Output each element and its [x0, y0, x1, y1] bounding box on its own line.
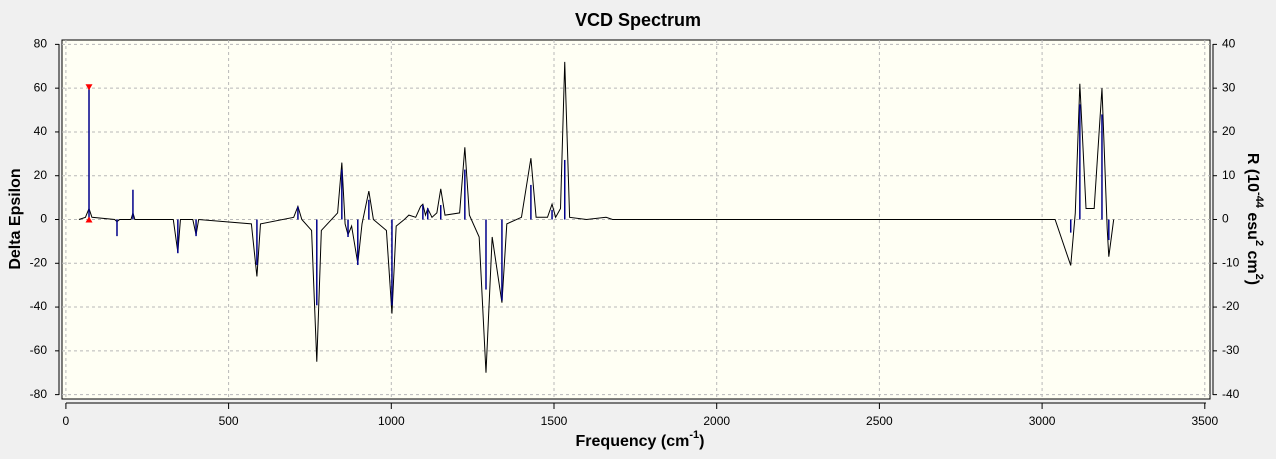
y2-tick-label: -40 [1222, 387, 1240, 401]
y-tick-label: 60 [34, 80, 48, 94]
x-axis-label-part: -1 [689, 429, 699, 441]
y-tick-label: 20 [34, 168, 48, 182]
y2-axis-label-part: 2 [1253, 240, 1265, 246]
chart-title: VCD Spectrum [575, 10, 701, 30]
x-tick-label: 2500 [866, 414, 893, 428]
selected-marker [85, 216, 93, 223]
y2-tick-label: 20 [1222, 124, 1236, 138]
y-tick-label: -20 [30, 255, 48, 269]
y2-axis-label-part: ) [1244, 280, 1261, 285]
selected-marker [85, 84, 93, 91]
y-tick-label: -80 [30, 387, 48, 401]
x-tick-label: 500 [219, 414, 239, 428]
y2-axis-label-part: -44 [1253, 192, 1265, 209]
y2-tick-label: -30 [1222, 343, 1240, 357]
y2-axis-label: R (10-44 esu2 cm2) [1244, 153, 1265, 285]
y-tick-label: 80 [34, 37, 48, 51]
y-tick-label: 0 [40, 212, 47, 226]
y2-tick-label: 40 [1222, 37, 1236, 51]
x-axis-label-part: ) [699, 433, 704, 450]
x-tick-label: 3000 [1029, 414, 1056, 428]
x-tick-label: 2000 [703, 414, 730, 428]
x-tick-label: 1000 [378, 414, 405, 428]
y2-axis-label-part: 2 [1253, 274, 1265, 280]
x-tick-label: 1500 [541, 414, 568, 428]
x-tick-label: 3500 [1191, 414, 1218, 428]
y-axis-label-part: Delta Epsilon [7, 168, 24, 269]
y-axis-label: Delta Epsilon [7, 168, 24, 269]
y2-tick-label: 0 [1222, 212, 1229, 226]
y-tick-label: 40 [34, 124, 48, 138]
y2-axis-label-part: R (10 [1244, 153, 1261, 192]
spectrum-line [78, 61, 1115, 373]
y2-tick-label: -20 [1222, 299, 1240, 313]
x-axis-label-part: Frequency (cm [576, 433, 690, 450]
y2-axis-label-part: esu [1244, 208, 1261, 240]
y-tick-label: -40 [30, 299, 48, 313]
y2-axis-label-part: cm [1244, 246, 1261, 274]
x-axis-label: Frequency (cm-1) [576, 429, 705, 450]
x-tick-label: 0 [63, 414, 70, 428]
y-tick-label: -60 [30, 343, 48, 357]
y2-tick-label: 10 [1222, 168, 1236, 182]
y2-tick-label: -10 [1222, 255, 1240, 269]
y2-tick-label: 30 [1222, 80, 1236, 94]
